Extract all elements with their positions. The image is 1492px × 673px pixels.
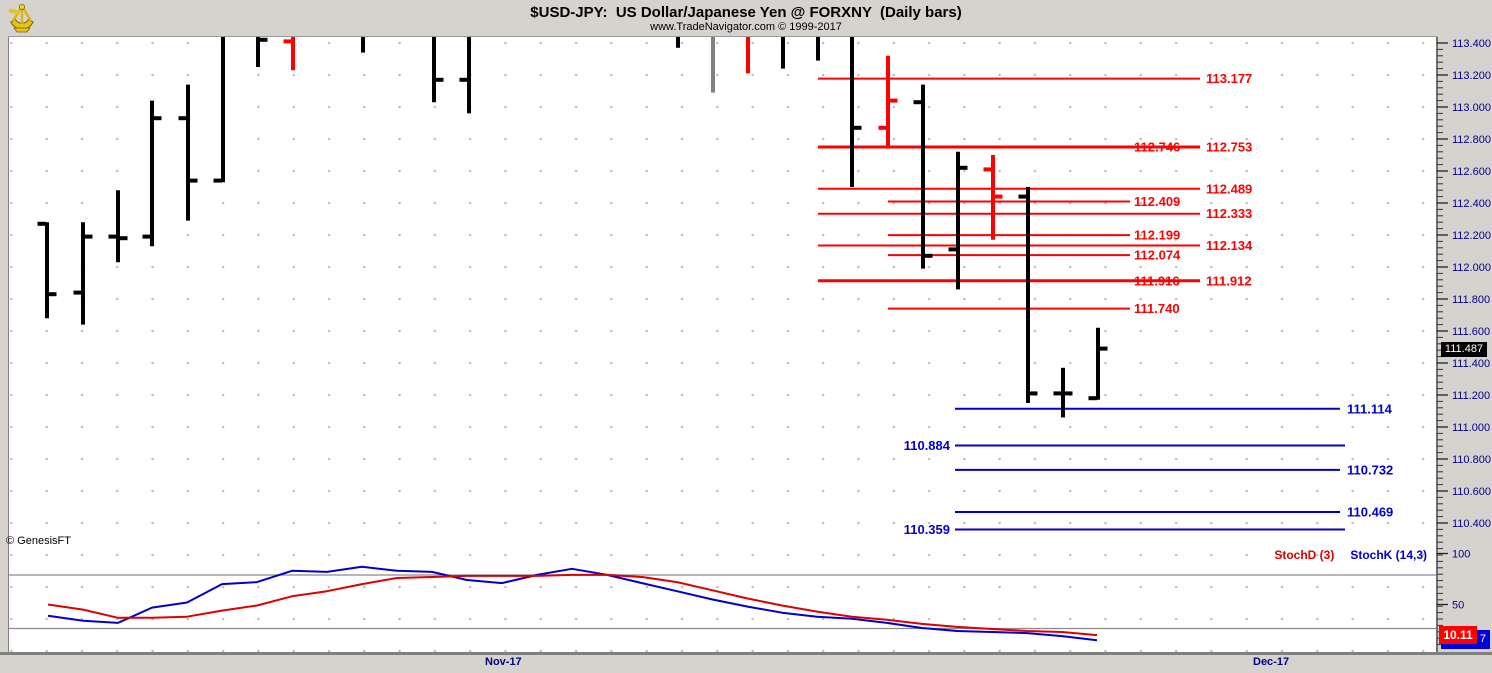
indicator-legend: StochD (3) StochK (14,3) <box>1274 548 1427 562</box>
x-axis-label-nov17: Nov-17 <box>485 656 522 668</box>
svg-text:112.000: 112.000 <box>1452 262 1491 274</box>
stochd-value-box: 10.11 <box>1439 626 1477 644</box>
last-price-marker: 111.487 <box>1441 342 1487 357</box>
svg-text:110.400: 110.400 <box>1452 518 1491 530</box>
svg-text:111.800: 111.800 <box>1452 294 1490 306</box>
svg-text:113.200: 113.200 <box>1452 70 1491 82</box>
svg-text:111.600: 111.600 <box>1452 326 1490 338</box>
svg-text:100: 100 <box>1452 549 1470 561</box>
svg-text:111.000: 111.000 <box>1452 422 1490 434</box>
svg-text:110.600: 110.600 <box>1452 486 1491 498</box>
svg-text:113.000: 113.000 <box>1452 102 1491 114</box>
svg-text:112.800: 112.800 <box>1452 134 1491 146</box>
x-axis-label-dec17: Dec-17 <box>1253 656 1290 668</box>
genesis-sextant-logo-icon[interactable] <box>7 2 37 34</box>
legend-stochd-label[interactable]: StochD (3) <box>1274 548 1335 562</box>
svg-text:112.400: 112.400 <box>1452 198 1491 210</box>
chart-title: $USD-JPY: US Dollar/Japanese Yen @ FORXN… <box>530 4 962 21</box>
chart-subtitle: www.TradeNavigator.com © 1999-2017 <box>650 21 842 33</box>
svg-text:50: 50 <box>1452 600 1464 612</box>
legend-stochk-label[interactable]: StochK (14,3) <box>1350 548 1427 562</box>
svg-text:110.800: 110.800 <box>1452 454 1491 466</box>
chart-plot-area[interactable] <box>8 37 1437 652</box>
svg-text:112.200: 112.200 <box>1452 230 1491 242</box>
svg-text:111.200: 111.200 <box>1452 390 1490 402</box>
genesisft-copyright: © GenesisFT <box>6 535 71 547</box>
svg-text:113.400: 113.400 <box>1452 38 1491 50</box>
svg-text:111.400: 111.400 <box>1452 358 1490 370</box>
svg-text:112.600: 112.600 <box>1452 166 1491 178</box>
